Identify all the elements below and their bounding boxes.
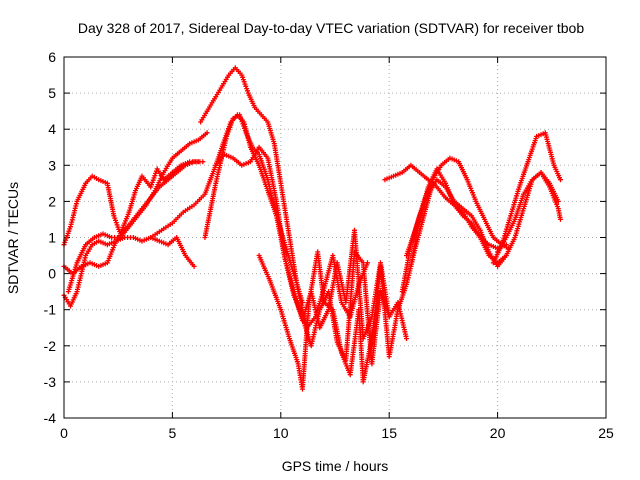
- data-point: [204, 130, 210, 136]
- plot-frame: [63, 56, 607, 419]
- data-point: [191, 263, 197, 269]
- y-tick-label: 1: [48, 230, 56, 246]
- x-tick-label: 15: [381, 425, 397, 441]
- series-track-4: [65, 130, 210, 295]
- y-tick-label: 4: [48, 121, 56, 137]
- series-track-10: [382, 162, 509, 251]
- data-point: [558, 216, 563, 222]
- series-track-6: [198, 65, 370, 331]
- data-layer: [61, 65, 563, 392]
- x-tick-label: 10: [273, 425, 289, 441]
- y-tick-label: 3: [48, 157, 56, 173]
- series-track-1: [61, 235, 197, 309]
- series-track-13: [399, 170, 561, 295]
- series-track-3: [61, 159, 206, 277]
- series-track-15: [495, 170, 563, 255]
- grid: [64, 57, 606, 418]
- y-tick-label: 2: [48, 193, 56, 209]
- data-point: [555, 198, 561, 204]
- x-axis-label: GPS time / hours: [282, 458, 389, 474]
- y-tick-label: -2: [44, 338, 57, 354]
- y-tick-label: 5: [48, 85, 56, 101]
- x-tick-label: 20: [490, 425, 506, 441]
- x-tick-label: 5: [169, 425, 177, 441]
- y-tick-label: -3: [44, 374, 57, 390]
- data-point: [200, 159, 206, 165]
- series-track-8: [213, 144, 409, 367]
- y-tick-label: 0: [48, 266, 56, 282]
- x-tick-label: 0: [60, 425, 68, 441]
- y-tick-label: -1: [44, 302, 57, 318]
- chart-title: Day 328 of 2017, Sidereal Day-to-day VTE…: [78, 20, 585, 36]
- x-tick-label: 25: [598, 425, 614, 441]
- series-track-7: [202, 112, 392, 342]
- data-point: [365, 260, 370, 266]
- series-track-2: [61, 159, 201, 248]
- y-tick-label: 6: [48, 49, 56, 65]
- data-point: [404, 336, 409, 342]
- axis-ticks: 0 5 10 15 20 25 -4 -3 -2 -1 0 1 2 3 4 5 6: [44, 49, 614, 441]
- y-tick-label: -4: [44, 410, 57, 426]
- data-point: [558, 177, 563, 183]
- y-axis-label: SDTVAR / TECUs: [5, 182, 21, 294]
